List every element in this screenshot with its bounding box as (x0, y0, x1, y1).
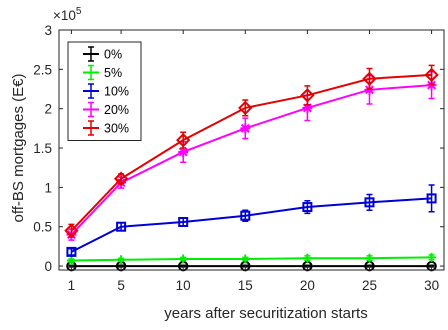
y-exponent-label: ×105 (53, 6, 82, 23)
y-tick-label: 2 (44, 102, 52, 117)
data-point (240, 210, 251, 221)
data-point (64, 223, 79, 238)
error-bar (428, 184, 435, 213)
data-point (176, 132, 191, 148)
x-axis-label: years after securitization starts (164, 305, 367, 322)
y-tick-label: 0 (44, 259, 52, 274)
data-point (302, 253, 312, 263)
data-point (178, 254, 188, 264)
legend-label: 5% (104, 66, 122, 80)
legend: 0% 5% 10% 20% 30% (67, 41, 142, 141)
x-tick-label: 10 (176, 278, 191, 293)
data-point (240, 123, 251, 134)
data-point (364, 253, 374, 263)
legend-item: 20% (83, 101, 129, 118)
x-tick-label: 30 (424, 278, 439, 293)
data-point (178, 146, 189, 157)
data-point (66, 256, 76, 266)
legend-item: 10% (83, 83, 129, 99)
legend-item: 0% (83, 46, 122, 62)
y-tick-label: 1 (44, 180, 52, 195)
axes-box (58, 29, 445, 271)
x-tick-label: 1 (68, 278, 76, 293)
legend-box (67, 41, 142, 141)
x-tick-label: 5 (117, 278, 125, 293)
series-30% (64, 64, 439, 238)
data-point (240, 254, 250, 264)
x-tick-label: 15 (238, 278, 253, 293)
data-point (302, 202, 313, 213)
legend-item: 5% (83, 64, 122, 81)
data-point (364, 84, 375, 95)
legend-item: 30% (83, 120, 129, 136)
legend-label: 10% (104, 85, 129, 99)
data-point (66, 246, 77, 257)
data-point (427, 252, 437, 262)
error-bar (366, 193, 373, 211)
y-axis-label: off-BS mortgages (E€) (10, 74, 27, 223)
legend-label: 20% (104, 103, 129, 117)
data-point (426, 193, 437, 204)
legend-label: 30% (104, 122, 129, 136)
series-10% (66, 184, 437, 257)
x-tick-label: 20 (300, 278, 315, 293)
data-point (364, 197, 375, 208)
series-5% (66, 252, 437, 266)
y-tick-label: 1.5 (33, 141, 52, 156)
data-point (238, 100, 253, 116)
data-point (116, 221, 127, 232)
data-point (302, 102, 313, 113)
data-point (116, 255, 126, 265)
data-point (178, 217, 189, 227)
data-point (362, 71, 377, 86)
data-point (426, 80, 437, 91)
legend-label: 0% (104, 48, 122, 62)
data-point (113, 171, 129, 186)
data-point (424, 67, 439, 83)
y-tick-label: 0.5 (33, 220, 52, 235)
data-point (300, 88, 315, 103)
y-tick-label: 3 (44, 23, 52, 38)
y-tick-label: 2.5 (33, 62, 52, 77)
x-tick-label: 25 (362, 278, 377, 293)
series-0% (66, 260, 437, 272)
plot-area (64, 64, 439, 272)
